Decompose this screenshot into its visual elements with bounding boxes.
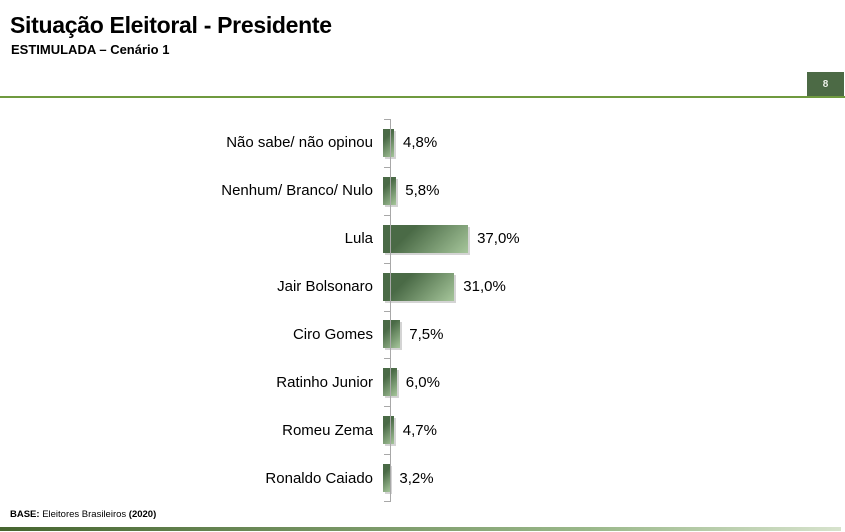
chart-row: Ronaldo Caiado 3,2% <box>0 454 845 502</box>
page-title: Situação Eleitoral - Presidente <box>10 12 332 38</box>
category-axis-ticks <box>384 119 391 502</box>
axis-tick <box>384 501 391 502</box>
category-label: Romeu Zema <box>282 421 373 439</box>
value-label: 37,0% <box>477 230 520 248</box>
value-label: 4,7% <box>402 421 437 439</box>
page-subtitle: ESTIMULADA – Cenário 1 <box>11 42 170 57</box>
axis-tick <box>384 262 391 264</box>
bar <box>383 224 469 253</box>
bar <box>383 128 394 157</box>
axis-tick <box>384 406 391 408</box>
category-label: Ratinho Junior <box>276 373 373 391</box>
bar <box>383 464 391 493</box>
value-label: 7,5% <box>409 325 444 343</box>
value-label: 5,8% <box>405 182 440 200</box>
category-label: Ciro Gomes <box>292 325 373 343</box>
base-year: (2020) <box>128 509 157 520</box>
base-label: BASE: <box>10 509 40 520</box>
bar <box>383 176 397 205</box>
footer-divider <box>0 527 841 531</box>
chart-row: Ciro Gomes 7,5% <box>0 311 845 359</box>
category-label: Ronaldo Caiado <box>265 469 373 487</box>
bar <box>383 320 401 349</box>
axis-tick <box>384 310 391 312</box>
bar <box>383 416 394 445</box>
chart-rows: Não sabe/ não opinou 4,8% Nenhum/ Branco/ … <box>0 119 845 502</box>
axis-tick <box>384 166 391 168</box>
value-label: 4,8% <box>403 134 438 152</box>
chart-row: Jair Bolsonaro 31,0% <box>0 263 845 311</box>
bar <box>383 272 455 301</box>
value-label: 3,2% <box>399 469 434 487</box>
value-label: 31,0% <box>463 278 506 296</box>
category-label: Lula <box>344 230 373 248</box>
page-number-badge: 8 <box>807 72 844 97</box>
axis-tick <box>384 454 391 456</box>
base-note: BASE: Eleitores Brasileiros (2020) <box>10 509 156 520</box>
category-axis <box>390 119 391 502</box>
bar <box>383 368 397 397</box>
category-label: Não sabe/ não opinou <box>226 134 373 152</box>
chart-row: Não sabe/ não opinou 4,8% <box>0 119 845 167</box>
axis-tick <box>384 119 391 120</box>
chart-row: Nenhum/ Branco/ Nulo 5,8% <box>0 167 845 215</box>
chart-row: Lula 37,0% <box>0 215 845 263</box>
axis-tick <box>384 214 391 216</box>
base-text: Eleitores Brasileiros <box>39 509 129 520</box>
chart-row: Romeu Zema 4,7% <box>0 406 845 454</box>
value-label: 6,0% <box>405 373 440 391</box>
category-label: Jair Bolsonaro <box>277 278 373 296</box>
axis-tick <box>384 358 391 360</box>
chart-row: Ratinho Junior 6,0% <box>0 358 845 406</box>
category-label: Nenhum/ Branco/ Nulo <box>221 182 373 200</box>
header-divider <box>0 96 845 98</box>
bar-chart: Não sabe/ não opinou 4,8% Nenhum/ Branco/ … <box>0 119 845 502</box>
